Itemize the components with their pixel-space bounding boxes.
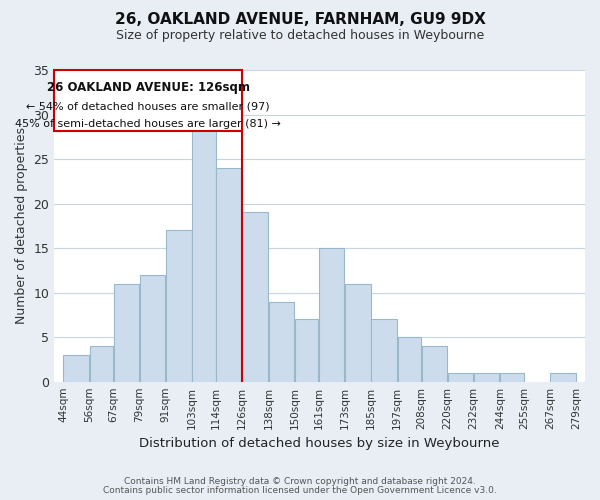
Bar bbox=[500, 373, 524, 382]
Text: Size of property relative to detached houses in Weybourne: Size of property relative to detached ho… bbox=[116, 29, 484, 42]
Bar bbox=[295, 320, 318, 382]
Bar bbox=[371, 320, 397, 382]
Bar bbox=[192, 124, 215, 382]
Bar bbox=[113, 284, 139, 382]
Bar bbox=[448, 373, 473, 382]
Bar bbox=[422, 346, 447, 382]
Bar bbox=[242, 212, 268, 382]
Bar bbox=[140, 275, 166, 382]
Bar bbox=[89, 346, 113, 382]
Bar bbox=[216, 168, 242, 382]
Bar bbox=[319, 248, 344, 382]
Text: Contains HM Land Registry data © Crown copyright and database right 2024.: Contains HM Land Registry data © Crown c… bbox=[124, 477, 476, 486]
Bar bbox=[64, 355, 89, 382]
Bar bbox=[166, 230, 191, 382]
FancyBboxPatch shape bbox=[54, 70, 242, 130]
Bar bbox=[269, 302, 294, 382]
Text: ← 54% of detached houses are smaller (97): ← 54% of detached houses are smaller (97… bbox=[26, 101, 270, 111]
Text: 26, OAKLAND AVENUE, FARNHAM, GU9 9DX: 26, OAKLAND AVENUE, FARNHAM, GU9 9DX bbox=[115, 12, 485, 28]
Y-axis label: Number of detached properties: Number of detached properties bbox=[15, 128, 28, 324]
Bar bbox=[474, 373, 499, 382]
X-axis label: Distribution of detached houses by size in Weybourne: Distribution of detached houses by size … bbox=[139, 437, 500, 450]
Bar bbox=[398, 337, 421, 382]
Text: Contains public sector information licensed under the Open Government Licence v3: Contains public sector information licen… bbox=[103, 486, 497, 495]
Bar bbox=[550, 373, 576, 382]
Text: 26 OAKLAND AVENUE: 126sqm: 26 OAKLAND AVENUE: 126sqm bbox=[47, 80, 250, 94]
Bar bbox=[345, 284, 371, 382]
Text: 45% of semi-detached houses are larger (81) →: 45% of semi-detached houses are larger (… bbox=[15, 119, 281, 129]
